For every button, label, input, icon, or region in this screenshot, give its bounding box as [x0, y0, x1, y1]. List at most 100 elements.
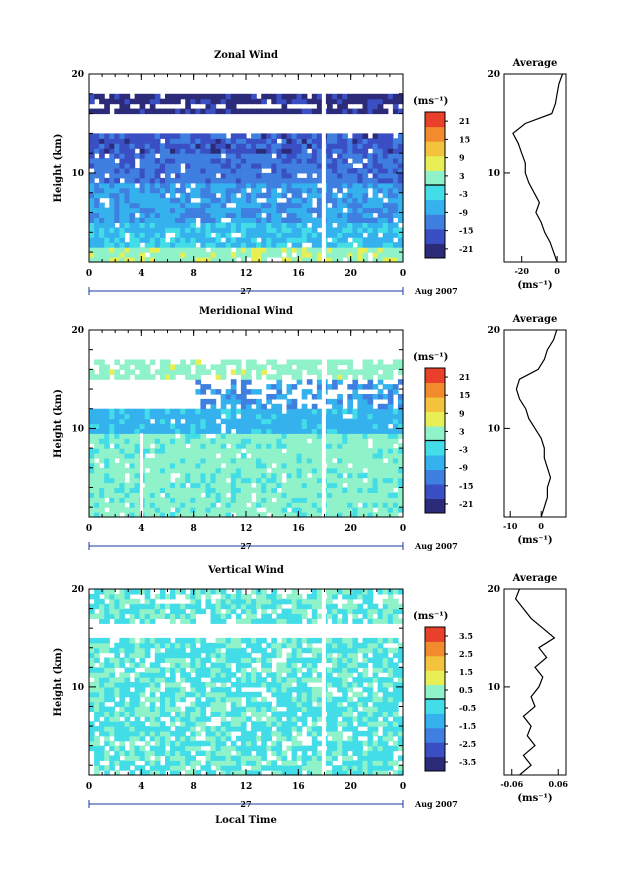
heatmap-cell — [205, 696, 212, 703]
heatmap-cell — [332, 384, 338, 390]
heatmap-cell — [387, 237, 394, 243]
heatmap-cell — [296, 197, 303, 204]
heatmap-cell — [210, 667, 217, 673]
heatmap-cell — [296, 497, 303, 503]
heatmap-cell — [124, 682, 131, 688]
heatmap-cell — [129, 252, 136, 258]
heatmap-cell — [357, 433, 364, 439]
heatmap-cell — [235, 721, 242, 727]
heatmap-cell — [327, 711, 333, 717]
heatmap-cell — [144, 212, 151, 218]
colorbar-tick-label: -15 — [459, 481, 473, 491]
heatmap-cell — [94, 182, 100, 189]
heatmap-cell — [124, 428, 131, 434]
heatmap-cell — [342, 247, 348, 253]
heatmap-cell — [372, 418, 379, 425]
heatmap-cell — [165, 647, 171, 654]
heatmap-cell — [185, 133, 191, 139]
heatmap-cell — [362, 512, 369, 518]
heatmap-cell — [352, 765, 359, 771]
heatmap-cell — [200, 462, 207, 469]
heatmap-cell — [109, 428, 115, 434]
heatmap-cell — [235, 172, 242, 179]
heatmap-cell — [327, 696, 333, 703]
heatmap-cell — [119, 202, 126, 209]
heatmap-cell — [139, 765, 146, 771]
heatmap-cell — [195, 593, 202, 600]
heatmap-cell — [149, 172, 156, 179]
heatmap-cell — [240, 730, 247, 737]
heatmap-cell — [271, 133, 277, 139]
heatmap-cell — [276, 143, 283, 149]
heatmap-cell — [291, 403, 298, 410]
heatmap-cell — [119, 443, 126, 449]
heatmap-cell — [225, 423, 232, 429]
heatmap-cell — [99, 98, 105, 105]
heatmap-cell — [347, 364, 353, 370]
heatmap-cell — [185, 207, 191, 214]
heatmap-cell — [240, 472, 247, 479]
heatmap-cell — [134, 755, 141, 761]
heatmap-cell — [170, 108, 176, 115]
heatmap-cell — [362, 143, 369, 149]
heatmap-cell — [159, 637, 166, 644]
heatmap-cell — [139, 202, 146, 209]
heatmap-cell — [134, 686, 141, 693]
heatmap-cell — [256, 163, 262, 169]
heatmap-cell — [266, 374, 272, 380]
heatmap-cell — [185, 252, 191, 258]
heatmap-cell — [291, 760, 298, 766]
heatmap-cell — [170, 143, 176, 149]
heatmap-cell — [124, 423, 131, 429]
heatmap-cell — [327, 477, 333, 484]
heatmap-cell — [271, 711, 277, 717]
heatmap-cell — [337, 252, 343, 258]
heatmap-cell — [180, 364, 186, 370]
heatmap-cell — [316, 247, 323, 253]
heatmap-cell — [316, 657, 323, 663]
heatmap-cell — [154, 755, 161, 761]
heatmap-cell — [175, 711, 181, 717]
heatmap-cell — [342, 197, 348, 204]
heatmap-cell — [266, 477, 272, 484]
heatmap-cell — [347, 438, 353, 444]
heatmap-cell — [316, 217, 323, 223]
heatmap-cell — [332, 413, 338, 420]
heatmap-cell — [119, 212, 126, 218]
heatmap-cell — [205, 472, 212, 479]
heatmap-cell — [387, 413, 394, 420]
heatmap-cell — [144, 247, 151, 253]
heatmap-cell — [296, 257, 303, 263]
heatmap-cell — [154, 242, 161, 248]
heatmap-cell — [286, 148, 293, 154]
heatmap-cell — [306, 98, 313, 105]
heatmap-cell — [230, 608, 237, 615]
heatmap-cell — [246, 716, 252, 722]
heatmap-cell — [180, 755, 186, 761]
heatmap-cell — [281, 755, 288, 761]
heatmap-cell — [397, 227, 404, 233]
heatmap-cell — [301, 359, 308, 365]
heatmap-cell — [286, 143, 293, 149]
heatmap-cell — [362, 182, 369, 189]
heatmap-cell — [251, 177, 257, 184]
heatmap-cell — [306, 423, 313, 429]
heatmap-cell — [246, 657, 252, 663]
heatmap-cell — [316, 443, 323, 449]
heatmap-cell — [175, 750, 181, 756]
heatmap-cell — [104, 443, 110, 449]
heatmap-cell — [215, 492, 222, 498]
heatmap-cell — [190, 108, 196, 115]
heatmap-cell — [316, 207, 323, 214]
heatmap-cell — [397, 168, 404, 174]
heatmap-cell — [109, 172, 115, 179]
heatmap-cell — [296, 133, 303, 139]
heatmap-cell — [271, 672, 277, 678]
heatmap-cell — [306, 212, 313, 218]
heatmap-cell — [362, 237, 369, 243]
heatmap-cell — [89, 706, 95, 712]
heatmap-cell — [261, 98, 267, 105]
heatmap-cell — [286, 701, 293, 708]
heatmap-cell — [352, 98, 359, 105]
heatmap-cell — [180, 691, 186, 698]
